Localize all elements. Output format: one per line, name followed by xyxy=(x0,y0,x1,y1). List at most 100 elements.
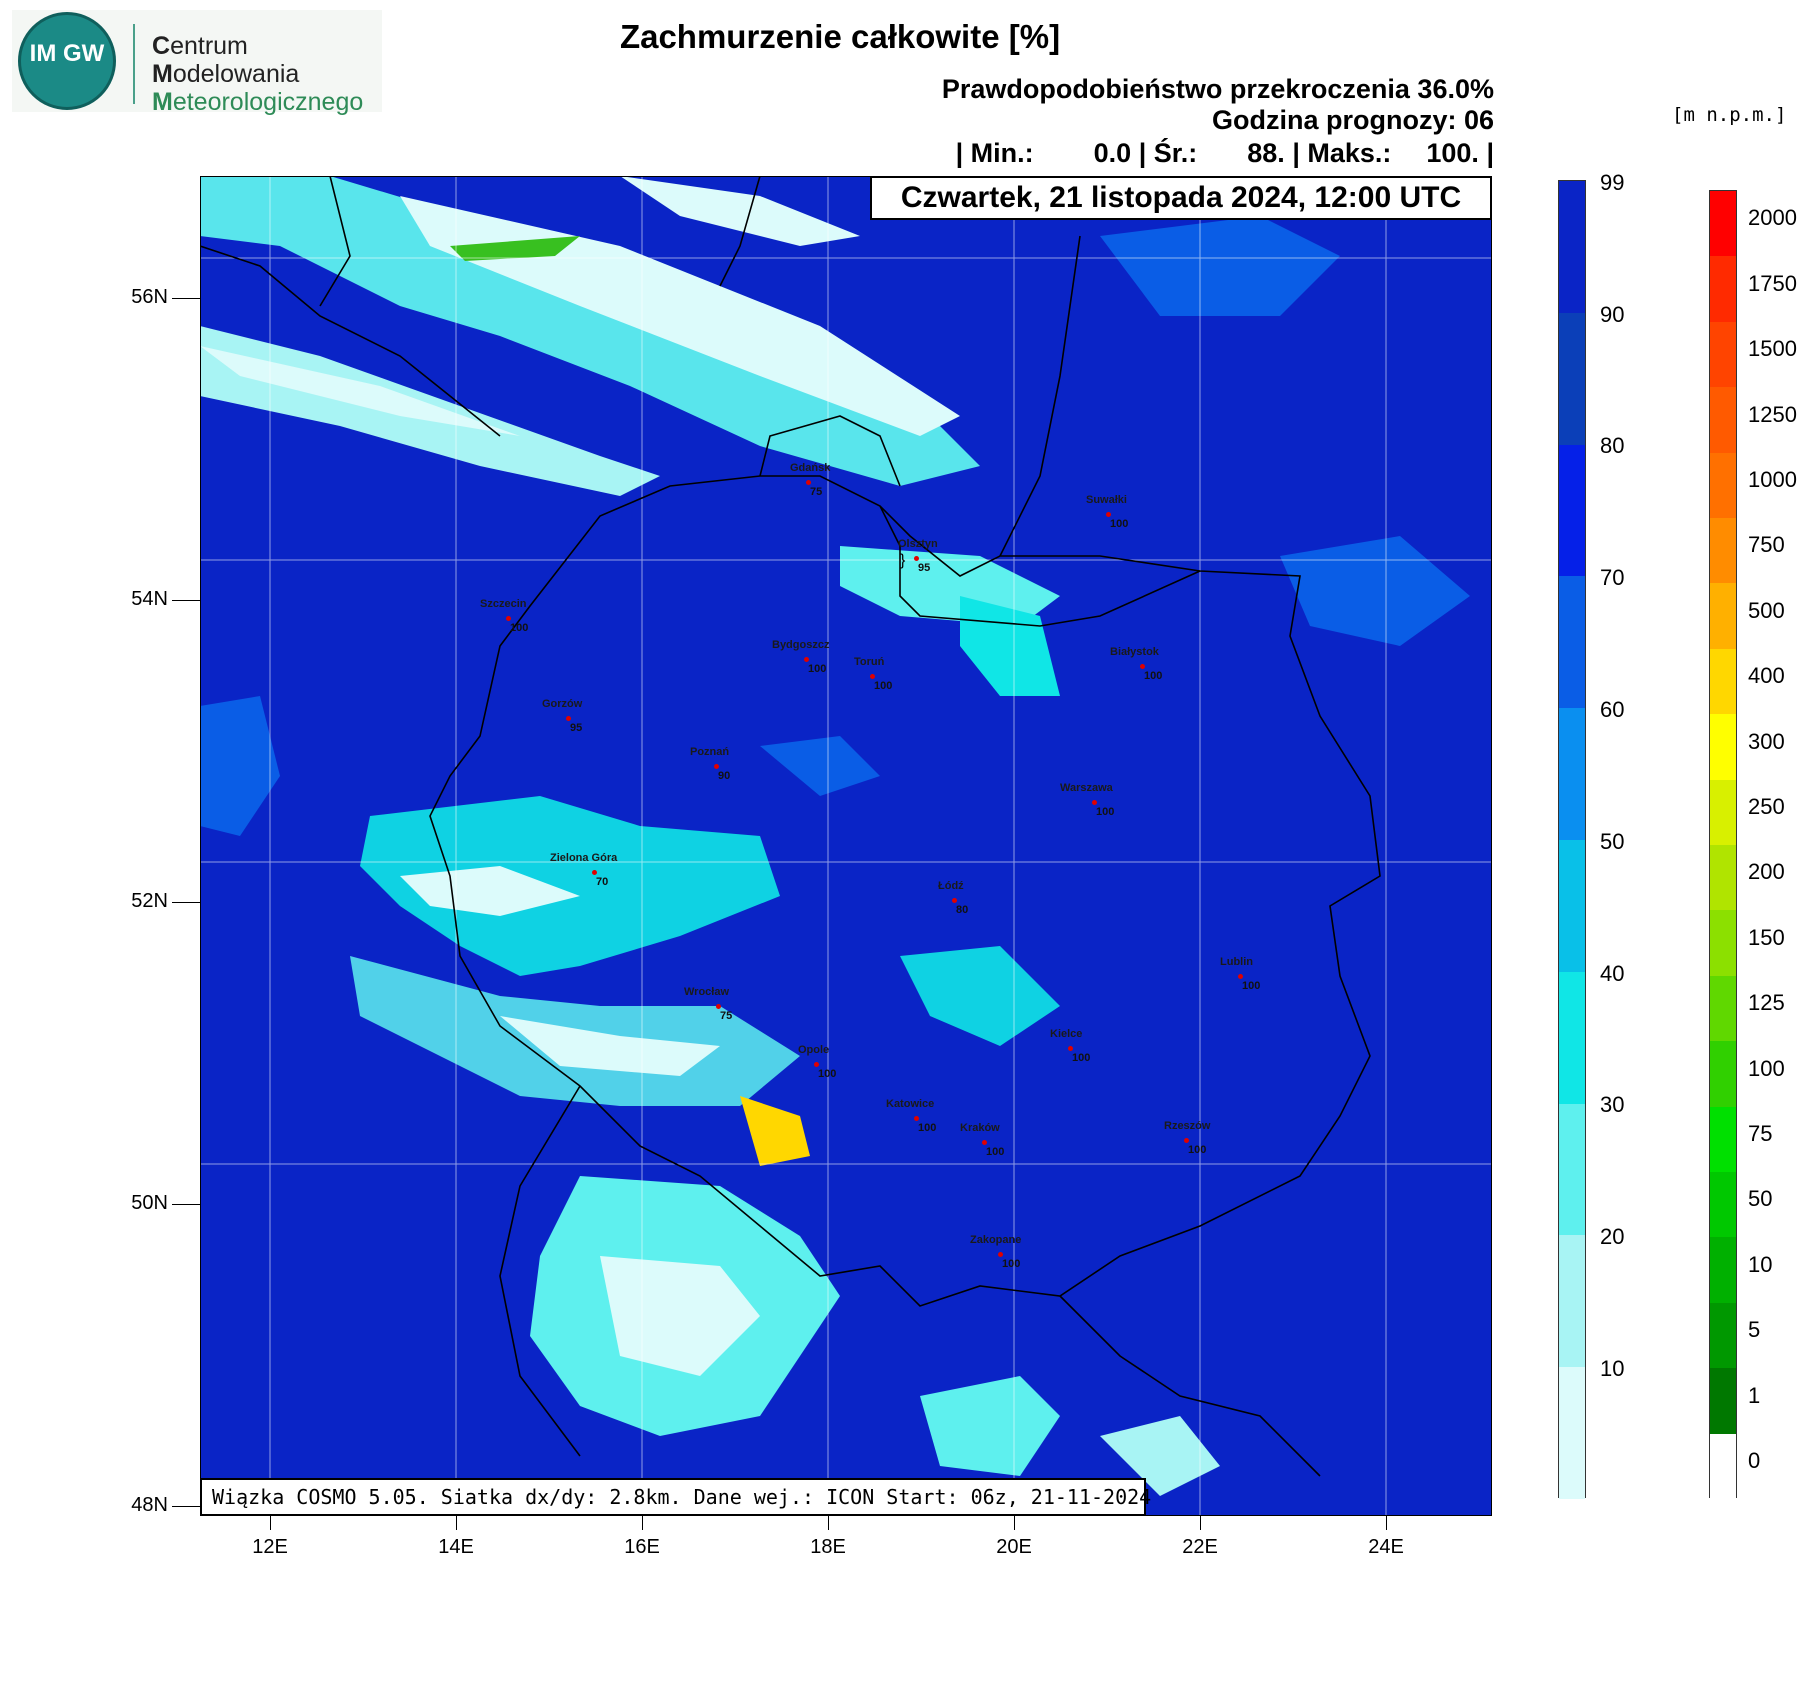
colorbar-segment xyxy=(1710,1368,1736,1434)
colorbar-label: 200 xyxy=(1748,859,1785,885)
city-name: Łódź xyxy=(938,880,964,892)
city-name: Rzeszów xyxy=(1164,1120,1211,1132)
city-marker xyxy=(716,1004,721,1009)
colorbar-label: 40 xyxy=(1600,960,1625,986)
lon-label-22e: 22E xyxy=(1182,1536,1218,1558)
org-name-line3: Meteorologicznego xyxy=(152,88,364,116)
lon-label-20e: 20E xyxy=(996,1536,1032,1558)
colorbar-label: 30 xyxy=(1600,1092,1625,1118)
city-value: 100 xyxy=(808,663,827,675)
colorbar-segment xyxy=(1710,321,1736,388)
city-value: 100 xyxy=(1242,980,1261,992)
colorbar-label: 1250 xyxy=(1748,401,1797,427)
colorbar-segment xyxy=(1710,910,1736,976)
city-value: 100 xyxy=(818,1068,837,1080)
lon-tick xyxy=(270,1516,271,1530)
lat-tick xyxy=(172,1506,200,1507)
logo-divider xyxy=(133,24,135,104)
city-name: Zakopane xyxy=(970,1234,1022,1246)
lat-tick xyxy=(172,298,200,299)
colorbar-segment xyxy=(1710,191,1736,257)
colorbar-label: 90 xyxy=(1600,301,1625,327)
lon-tick xyxy=(1014,1516,1015,1530)
colorbar-segment xyxy=(1710,714,1736,780)
colorbar-label: 0 xyxy=(1748,1448,1761,1473)
city-value: 100 xyxy=(510,622,529,634)
colorbar-label: 300 xyxy=(1748,728,1785,754)
colorbar-segment xyxy=(1710,518,1736,584)
city-name: Białystok xyxy=(1110,646,1159,658)
city-name: Gdańsk xyxy=(790,462,831,474)
stat-max-value: 100. xyxy=(1426,138,1479,168)
colorbar-segment xyxy=(1710,1433,1736,1499)
city-value: 80 xyxy=(956,904,969,916)
borders xyxy=(200,176,1381,1477)
valid-date-box: Czwartek, 21 listopada 2024, 12:00 UTC xyxy=(870,176,1492,220)
stat-end: | xyxy=(1486,138,1494,168)
city-name: Bydgoszcz xyxy=(772,639,830,651)
city-marker xyxy=(506,616,511,621)
colorbar-segment xyxy=(1710,1106,1736,1172)
colorbar-segment xyxy=(1710,387,1736,453)
city-marker xyxy=(1238,974,1243,979)
lat-label-52n: 52N xyxy=(131,890,168,912)
model-info-box: Wiązka COSMO 5.05. Siatka dx/dy: 2.8km. … xyxy=(200,1478,1151,1516)
colorbar-label: 400 xyxy=(1748,663,1785,689)
lon-tick xyxy=(642,1516,643,1530)
city-name: Poznań xyxy=(690,746,730,758)
map-title: Zachmurzenie całkowite [%] xyxy=(619,18,1061,55)
city-value: 75 xyxy=(810,486,823,498)
city-name: Szczecin xyxy=(480,598,527,610)
colorbar-label: 10 xyxy=(1748,1251,1773,1277)
colorbar-label: 99 xyxy=(1600,169,1625,195)
lat-tick xyxy=(172,1204,200,1205)
city-marker xyxy=(1106,512,1111,517)
city-value: 100 xyxy=(918,1122,937,1134)
lat-tick xyxy=(172,600,200,601)
city-value: 100 xyxy=(874,680,893,692)
terrain-colorbar xyxy=(1709,190,1737,1499)
stat-max-label: | Maks.: xyxy=(1292,138,1392,168)
city-marker xyxy=(982,1140,987,1145)
colorbar-segment xyxy=(1559,708,1585,840)
stat-avg-value: 88. xyxy=(1247,138,1285,168)
city-marker xyxy=(1092,800,1097,805)
colorbar-label: 50 xyxy=(1600,828,1625,854)
lon-tick xyxy=(1200,1516,1201,1530)
cloud-cover-map: Gdańsk 75 Suwałki 100 Olsztyn 95 } Szcze… xyxy=(200,176,1492,1516)
city-marker xyxy=(1140,664,1145,669)
lon-label-24e: 24E xyxy=(1368,1536,1404,1558)
stats-line: | Min.: 0.0 | Śr.: 88. | Maks.: 100. | xyxy=(956,138,1494,169)
colorbar-segment xyxy=(1559,181,1585,313)
city-value: 100 xyxy=(1002,1258,1021,1270)
colorbar-label: 1500 xyxy=(1748,336,1797,362)
city-value: 90 xyxy=(718,770,731,782)
city-value: 70 xyxy=(596,876,609,888)
lon-tick xyxy=(1386,1516,1387,1530)
city-marker xyxy=(1184,1138,1189,1143)
lon-tick xyxy=(828,1516,829,1530)
imgw-emblem-text: IM GW xyxy=(29,40,105,67)
city-value: 100 xyxy=(1188,1144,1207,1156)
colorbar-segment xyxy=(1559,840,1585,972)
colorbar-label: 125 xyxy=(1748,990,1785,1016)
lon-label-14e: 14E xyxy=(438,1536,474,1558)
colorbar-label: 70 xyxy=(1600,565,1625,591)
lat-label-50n: 50N xyxy=(131,1192,168,1214)
lon-label-16e: 16E xyxy=(624,1536,660,1558)
lon-tick xyxy=(456,1516,457,1530)
colorbar-segment xyxy=(1710,975,1736,1042)
colorbar-label: 2000 xyxy=(1748,205,1797,231)
city-value: 100 xyxy=(1110,518,1129,530)
city-marker xyxy=(952,898,957,903)
city-name: Zielona Góra xyxy=(550,852,618,864)
org-name-line2: Modelowania xyxy=(152,60,300,88)
colorbar-segment xyxy=(1710,1172,1736,1238)
city-value: 95 xyxy=(918,562,931,574)
city-name: Lublin xyxy=(1220,956,1253,968)
colorbar-label: 1 xyxy=(1748,1382,1761,1408)
colorbar-segment xyxy=(1559,576,1585,709)
city-marker xyxy=(998,1252,1003,1257)
colorbar-segment xyxy=(1710,256,1736,322)
colorbar-label: 100 xyxy=(1748,1055,1785,1081)
